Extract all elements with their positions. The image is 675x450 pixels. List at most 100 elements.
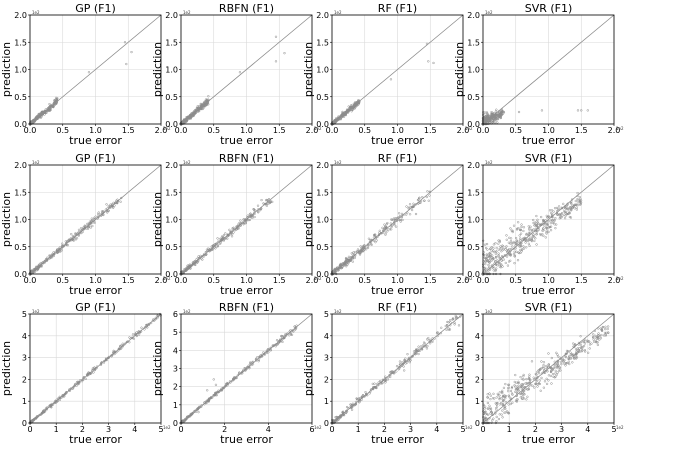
data-point: [553, 360, 556, 363]
data-point: [389, 222, 393, 225]
data-point: [143, 328, 146, 331]
data-point: [435, 331, 439, 335]
data-point: [500, 111, 504, 115]
data-point: [333, 267, 337, 270]
y-tick-label: 0: [22, 419, 27, 428]
data-point: [505, 255, 509, 258]
data-point: [445, 328, 448, 332]
data-point: [345, 261, 348, 264]
data-point: [515, 239, 518, 243]
data-point: [542, 227, 545, 230]
data-point: [197, 255, 200, 258]
y-offset-label: 1e2: [485, 309, 493, 314]
data-point: [254, 358, 258, 361]
data-point: [517, 227, 520, 230]
data-point: [484, 246, 488, 250]
data-point: [577, 350, 581, 353]
data-point: [274, 60, 278, 63]
data-point: [499, 257, 502, 260]
data-point: [425, 42, 429, 46]
data-point: [569, 353, 573, 356]
y-tick-label: 0.5: [14, 243, 27, 252]
data-point: [542, 234, 545, 238]
data-point: [494, 411, 497, 414]
data-point: [588, 347, 591, 350]
x-tick-label: 5: [611, 425, 616, 434]
data-point: [437, 332, 440, 336]
data-point: [517, 381, 520, 385]
data-point: [348, 259, 351, 262]
data-point: [415, 348, 418, 352]
data-point: [181, 119, 185, 123]
data-point: [488, 259, 491, 262]
data-point: [363, 244, 366, 247]
data-point: [503, 407, 506, 410]
y-tick-label: 0.0: [14, 120, 27, 129]
data-point: [484, 262, 487, 266]
data-point: [47, 106, 51, 109]
data-point: [420, 348, 424, 351]
data-point: [125, 62, 128, 66]
data-point: [427, 336, 430, 340]
data-point: [483, 411, 487, 414]
y-tick-label: 4: [324, 332, 329, 341]
data-point: [500, 259, 503, 262]
data-point: [492, 247, 495, 250]
data-point: [50, 256, 54, 259]
data-point: [498, 396, 501, 400]
data-point: [568, 362, 571, 366]
data-point: [545, 231, 548, 234]
data-point: [236, 374, 239, 377]
data-point: [48, 102, 51, 106]
data-point: [370, 242, 373, 246]
x-tick-label: 0.0: [24, 126, 37, 135]
data-point: [396, 216, 399, 220]
data-point: [357, 397, 361, 400]
data-point: [579, 344, 583, 347]
data-point: [535, 220, 538, 223]
points: [481, 108, 589, 126]
data-point: [536, 226, 540, 229]
data-point: [257, 360, 260, 363]
data-point: [510, 392, 514, 395]
data-point: [545, 220, 548, 224]
points: [481, 325, 610, 425]
data-point: [214, 391, 217, 395]
data-point: [522, 245, 525, 248]
data-point: [503, 254, 506, 257]
data-point: [68, 239, 71, 242]
data-point: [105, 358, 108, 362]
data-point: [148, 322, 151, 325]
data-point: [597, 327, 600, 330]
data-point: [386, 378, 390, 381]
data-point: [409, 359, 412, 362]
data-point: [431, 339, 434, 342]
data-point: [546, 222, 549, 226]
data-point: [544, 236, 547, 239]
data-point: [400, 212, 404, 216]
data-point: [484, 268, 487, 271]
data-point: [282, 336, 286, 339]
y-tick-label: 4: [173, 346, 178, 355]
data-point: [77, 382, 80, 386]
data-point: [59, 249, 62, 252]
x-axis-label: true error: [69, 433, 122, 446]
data-point: [221, 387, 224, 390]
data-point: [202, 106, 206, 109]
data-point: [494, 260, 497, 263]
data-point: [349, 256, 352, 260]
x-tick-label: 2.0: [608, 276, 621, 285]
x-axis-label: true error: [220, 284, 273, 297]
data-point: [192, 112, 195, 115]
data-point: [428, 190, 431, 193]
data-point: [290, 333, 294, 336]
data-point: [56, 399, 59, 402]
data-point: [566, 361, 569, 365]
data-point: [337, 116, 341, 120]
data-point: [153, 319, 156, 322]
data-point: [504, 246, 508, 249]
data-point: [50, 104, 53, 107]
data-point: [579, 350, 582, 353]
